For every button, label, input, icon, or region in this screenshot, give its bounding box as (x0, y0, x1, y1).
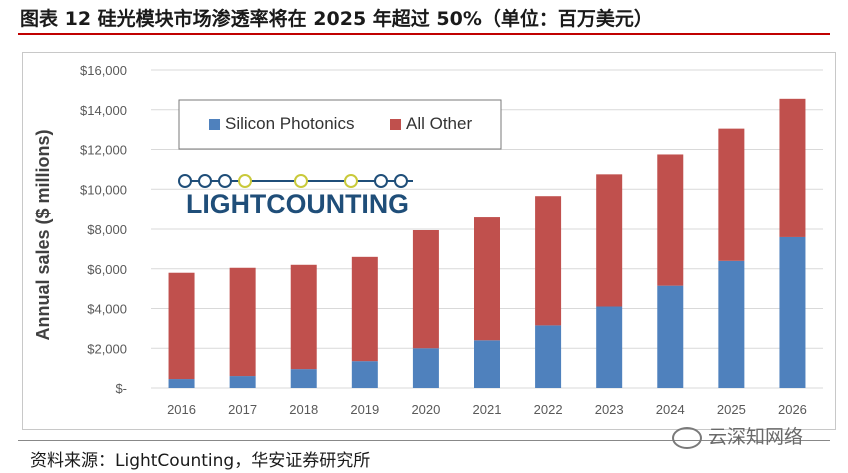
y-tick-label: $2,000 (87, 341, 127, 356)
bar-all-other (718, 128, 745, 261)
legend-swatch-silicon-photonics (209, 119, 220, 130)
legend-swatch-all-other (390, 119, 401, 130)
chart-frame: $- $2,000 $4,000 $6,000 $8,000 $10,000 $12,000… (22, 52, 836, 430)
bar-silicon-photonics (351, 361, 378, 388)
bar-all-other (351, 256, 378, 362)
logo-dot (178, 174, 192, 188)
logo-dot (218, 174, 232, 188)
y-axis-label: Annual sales ($ millions) (33, 129, 53, 340)
y-tick-label: $12,000 (80, 143, 127, 158)
bar-all-other (168, 272, 195, 380)
bar-all-other (596, 174, 623, 307)
bar-silicon-photonics (779, 236, 806, 388)
source-note: 资料来源：LightCounting，华安证券研究所 (30, 451, 371, 471)
bar-silicon-photonics (474, 340, 500, 388)
figure-title: 图表 12 硅光模块市场渗透率将在 2025 年超过 50%（单位：百万美元） (20, 8, 653, 30)
y-tick-label: $16,000 (80, 63, 127, 78)
y-tick-label: $4,000 (87, 302, 127, 317)
x-tick-label: 2020 (411, 402, 440, 417)
bar-silicon-photonics (718, 260, 745, 388)
title-rule (18, 33, 830, 35)
x-tick-label: 2026 (778, 402, 807, 417)
bar-all-other (657, 154, 684, 286)
legend-box (178, 99, 502, 150)
y-tick-label: $10,000 (80, 182, 127, 197)
lightcounting-logo: LIGHTCOUNTING (178, 174, 413, 219)
logo-dot (294, 174, 308, 188)
bar-silicon-photonics (657, 285, 684, 388)
watermark-text: 云深知网络 (708, 426, 804, 448)
bar-all-other (290, 264, 317, 370)
x-tick-label: 2024 (656, 402, 685, 417)
y-tick-label: $8,000 (87, 222, 127, 237)
x-tick-label: 2025 (717, 402, 746, 417)
x-tick-label: 2023 (595, 402, 624, 417)
logo-dot (374, 174, 388, 188)
legend-label-all-other: All Other (406, 114, 472, 133)
x-tick-label: 2016 (167, 402, 196, 417)
y-tick-label: $6,000 (87, 262, 127, 277)
bar-all-other (779, 98, 806, 237)
logo-dot (394, 174, 408, 188)
wechat-icon (672, 426, 702, 449)
y-tick-label: $14,000 (80, 103, 127, 118)
x-tick-label: 2022 (534, 402, 563, 417)
legend-label-silicon-photonics: Silicon Photonics (225, 114, 354, 133)
x-tick-labels: 2016 2017 2018 2019 2020 2021 2022 2023 2024 2025… (167, 402, 807, 417)
x-tick-label: 2021 (473, 402, 502, 417)
logo-text: LIGHTCOUNTING (186, 189, 409, 219)
watermark: 云深知网络 (672, 422, 803, 449)
y-tick-label: $- (115, 381, 127, 396)
stacked-bar-chart: $- $2,000 $4,000 $6,000 $8,000 $10,000 $12,000… (33, 63, 823, 417)
x-tick-label: 2019 (350, 402, 379, 417)
bar-silicon-photonics (168, 379, 195, 388)
bar-all-other (474, 217, 500, 341)
legend: Silicon Photonics All Other (178, 99, 502, 150)
bar-all-other (412, 229, 439, 349)
bars (168, 98, 806, 388)
source-rule (18, 440, 830, 441)
bar-silicon-photonics (229, 376, 256, 388)
logo-dot (344, 174, 358, 188)
bar-all-other (229, 267, 256, 377)
logo-dot (238, 174, 252, 188)
bar-silicon-photonics (596, 306, 623, 388)
logo-dot (198, 174, 212, 188)
bar-silicon-photonics (535, 325, 562, 388)
bar-silicon-photonics (290, 369, 317, 388)
x-tick-label: 2017 (228, 402, 257, 417)
bar-silicon-photonics (412, 348, 439, 388)
logo-dots (178, 174, 408, 188)
x-tick-label: 2018 (289, 402, 318, 417)
bar-all-other (535, 196, 562, 326)
y-tick-labels: $- $2,000 $4,000 $6,000 $8,000 $10,000 $12,000… (80, 63, 127, 396)
